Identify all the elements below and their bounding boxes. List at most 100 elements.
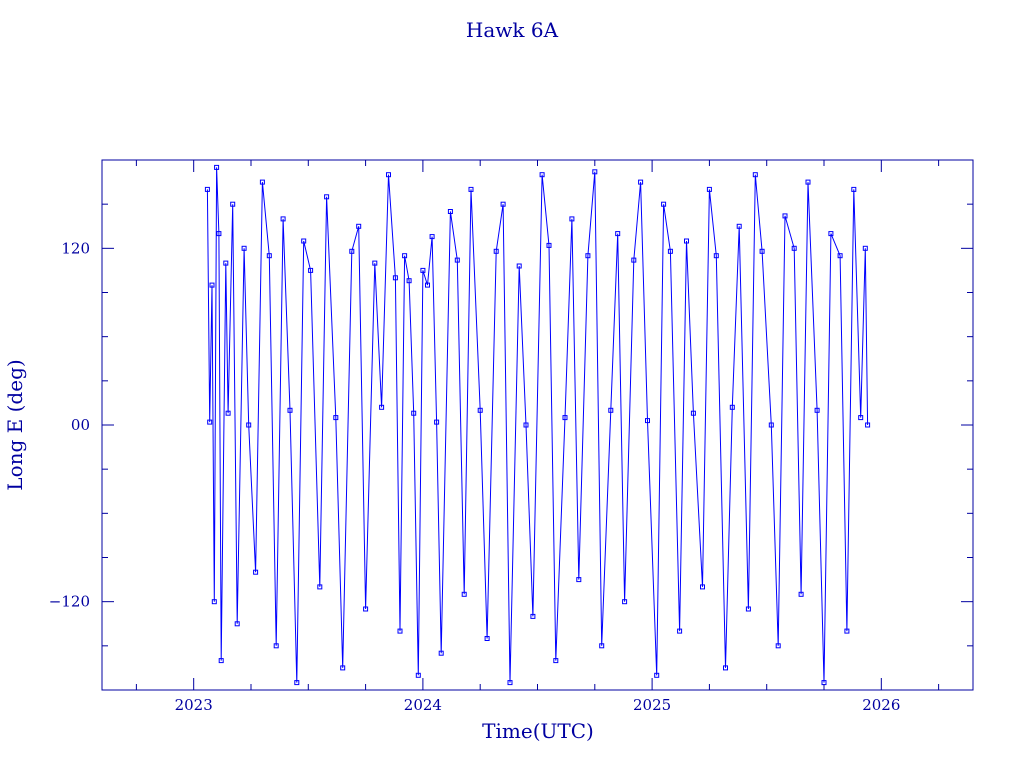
y-tick-label: 00	[71, 416, 90, 434]
data-point	[851, 186, 857, 192]
data-point	[858, 415, 864, 421]
data-point	[204, 186, 210, 192]
data-point	[814, 407, 820, 413]
data-point	[317, 584, 323, 590]
data-point	[218, 658, 224, 664]
data-point	[599, 643, 605, 649]
data-point	[477, 407, 483, 413]
data-point	[308, 267, 314, 273]
data-point	[392, 275, 398, 281]
plot-frame	[101, 159, 974, 691]
data-point	[844, 628, 850, 634]
data-point	[253, 569, 259, 575]
data-point	[273, 643, 279, 649]
data-point	[713, 253, 719, 259]
data-point	[420, 267, 426, 273]
data-point	[207, 419, 213, 425]
data-point	[729, 404, 735, 410]
data-point	[523, 422, 529, 428]
data-point	[438, 650, 444, 656]
data-point	[562, 415, 568, 421]
data-point	[493, 248, 499, 254]
data-point	[434, 419, 440, 425]
data-point	[798, 591, 804, 597]
data-point	[654, 672, 660, 678]
data-point	[667, 248, 673, 254]
data-point	[266, 253, 272, 259]
data-point	[865, 422, 871, 428]
data-point	[684, 238, 689, 244]
chart-title: Hawk 6A	[466, 18, 559, 42]
data-point	[234, 621, 240, 627]
data-point	[386, 172, 391, 178]
data-point	[700, 584, 705, 590]
y-tick-label: −120	[49, 593, 90, 611]
data-point	[397, 628, 403, 634]
data-point	[294, 680, 300, 686]
data-point	[429, 234, 435, 240]
data-point	[214, 164, 220, 170]
data-point	[211, 599, 217, 605]
data-point	[638, 179, 644, 185]
data-point	[507, 680, 513, 686]
data-layer	[204, 164, 871, 686]
series-line	[206, 167, 869, 683]
data-point	[706, 186, 712, 192]
data-point	[363, 606, 369, 612]
x-tick-label: 2023	[175, 696, 213, 714]
data-point	[539, 172, 545, 178]
data-point	[828, 231, 834, 237]
data-point	[622, 599, 628, 605]
data-point	[223, 260, 229, 266]
data-point	[775, 643, 781, 649]
data-point	[209, 282, 215, 288]
data-point	[759, 248, 765, 254]
data-point	[645, 418, 650, 424]
data-point	[553, 658, 559, 664]
data-point	[468, 186, 474, 192]
data-point	[752, 172, 758, 178]
data-point	[768, 422, 774, 428]
data-point	[782, 213, 788, 219]
data-point	[372, 260, 378, 266]
y-tick-label: 120	[61, 239, 90, 257]
data-point	[287, 407, 293, 413]
tick-layer: 2023 2024 2025 2026 −120 00 120	[49, 160, 973, 714]
data-point	[745, 606, 751, 612]
data-point	[241, 245, 247, 251]
data-point	[425, 282, 430, 288]
data-point	[585, 253, 591, 259]
data-point	[805, 179, 811, 185]
data-point	[301, 238, 307, 244]
data-point	[576, 577, 582, 583]
data-point	[225, 410, 231, 416]
data-point	[454, 257, 460, 263]
data-point	[340, 665, 346, 671]
data-point	[862, 245, 868, 251]
y-axis-label: Long E (deg)	[3, 359, 27, 490]
data-point	[677, 628, 683, 634]
data-point	[333, 415, 339, 421]
data-point	[516, 263, 522, 269]
data-point	[230, 201, 236, 207]
data-point	[736, 223, 742, 229]
data-point	[530, 613, 536, 619]
data-point	[791, 245, 797, 251]
data-point	[411, 410, 417, 416]
data-point	[661, 201, 667, 207]
data-point	[280, 216, 286, 222]
data-point	[608, 407, 614, 413]
data-point	[415, 672, 421, 678]
x-tick-label: 2024	[404, 696, 442, 714]
data-point	[631, 257, 637, 263]
data-point	[484, 636, 490, 641]
data-point	[402, 253, 408, 259]
x-tick-label: 2026	[862, 696, 900, 714]
x-axis-label: Time(UTC)	[482, 719, 594, 743]
data-point	[837, 253, 843, 259]
data-point	[324, 194, 330, 200]
data-point	[379, 404, 385, 410]
data-point	[500, 201, 506, 207]
data-point	[615, 231, 621, 237]
data-point	[447, 209, 453, 214]
